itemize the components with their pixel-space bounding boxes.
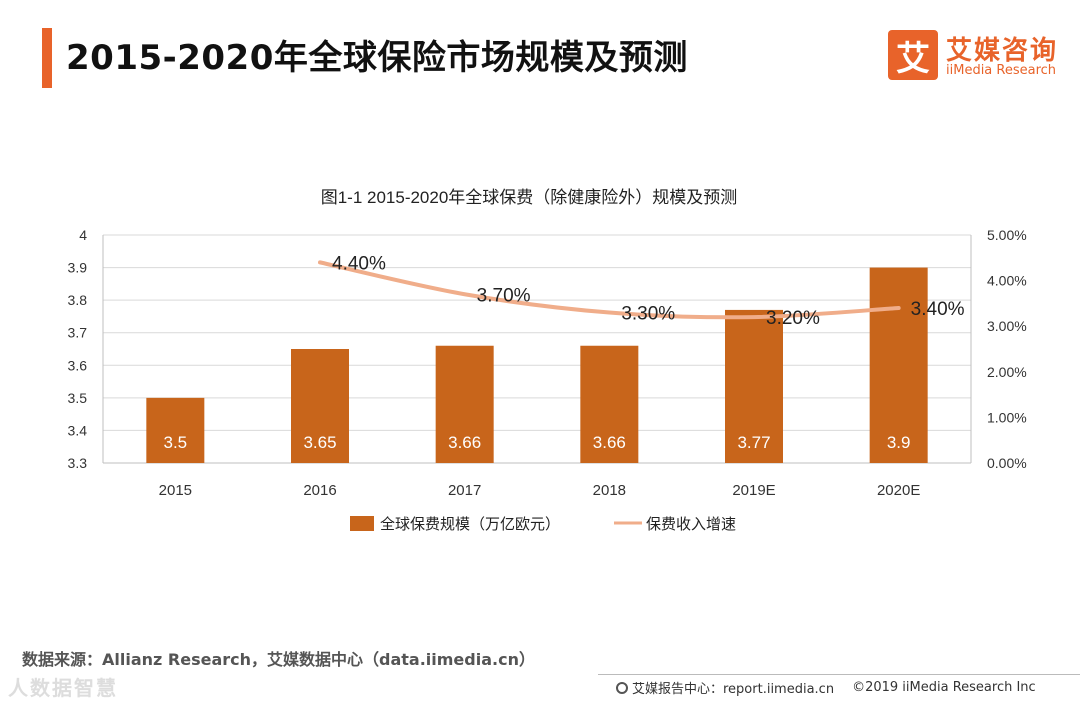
- logo-mark: 艾: [888, 30, 938, 80]
- bar-2016: [291, 349, 349, 463]
- y-right-tick-label: 0.00%: [987, 455, 1027, 471]
- y-left-tick-label: 3.4: [68, 422, 88, 438]
- bar-2019E: [725, 309, 783, 463]
- growth-rate-label: 3.20%: [766, 308, 820, 329]
- y-left-tick-label: 3.5: [68, 390, 88, 406]
- logo-chinese-name: 艾媒咨询: [946, 36, 1059, 66]
- y-left-tick-label: 3.6: [68, 357, 88, 373]
- growth-rate-line: [318, 260, 901, 320]
- bar-2017: [435, 345, 494, 463]
- bar-2020E: [869, 267, 928, 463]
- legend-bar-swatch: [350, 516, 374, 531]
- page-title: 2015-2020年全球保险市场规模及预测: [66, 38, 688, 78]
- growth-rate-label: 3.70%: [477, 285, 531, 306]
- y-right-tick-label: 3.00%: [987, 318, 1027, 334]
- y-left-tick-label: 3.3: [68, 455, 88, 471]
- bar-value-label: 3.9: [887, 433, 911, 452]
- y-left-tick-label: 3.8: [68, 292, 88, 308]
- bar-value-label: 3.66: [593, 433, 626, 452]
- y-right-tick-label: 1.00%: [987, 409, 1027, 425]
- bar-value-label: 3.5: [164, 433, 188, 452]
- x-tick-label: 2016: [303, 482, 336, 499]
- x-tick-label: 2019E: [732, 482, 775, 499]
- globe-icon: [616, 681, 628, 694]
- x-tick-label: 2015: [159, 482, 192, 499]
- y-right-tick-label: 2.00%: [987, 364, 1027, 380]
- bar-2015: [146, 397, 205, 463]
- growth-rate-label: 4.40%: [332, 253, 386, 274]
- footer: 艾媒报告中心：report.iimedia.cn ©2019 iiMedia R…: [616, 678, 1036, 697]
- watermark: 人数据智慧: [8, 676, 118, 700]
- footer-copyright: ©2019 iiMedia Research Inc: [852, 680, 1036, 695]
- x-tick-label: 2018: [593, 482, 626, 499]
- legend-bar-label: 全球保费规模（万亿欧元）: [380, 515, 560, 533]
- x-tick-label: 2017: [448, 482, 481, 499]
- footer-report-link[interactable]: 艾媒报告中心：report.iimedia.cn: [632, 682, 835, 697]
- data-source: 数据来源：Allianz Research，艾媒数据中心（data.iimedi…: [22, 650, 535, 669]
- logo-english-name: iiMedia Research: [946, 63, 1057, 78]
- y-right-tick-label: 5.00%: [987, 227, 1027, 243]
- legend-line-label: 保费收入增速: [646, 516, 736, 533]
- bar-value-label: 3.65: [303, 433, 336, 452]
- growth-rate-label: 3.40%: [911, 299, 965, 320]
- chart-title: 图1-1 2015-2020年全球保费（除健康险外）规模及预测: [321, 188, 738, 207]
- bar-value-label: 3.66: [448, 433, 481, 452]
- x-tick-label: 2020E: [877, 482, 920, 499]
- y-left-tick-label: 3.7: [68, 325, 88, 341]
- y-left-tick-label: 3.9: [68, 260, 88, 276]
- title-accent-bar: [42, 28, 52, 88]
- footer-divider: [598, 674, 1080, 675]
- y-left-tick-label: 4: [79, 227, 87, 243]
- y-right-tick-label: 4.00%: [987, 273, 1027, 289]
- bar-2018: [580, 345, 639, 463]
- iimedia-logo: 艾 艾媒咨询 iiMedia Research: [888, 30, 1068, 84]
- bar-value-label: 3.77: [737, 433, 770, 452]
- growth-rate-label: 3.30%: [621, 304, 675, 325]
